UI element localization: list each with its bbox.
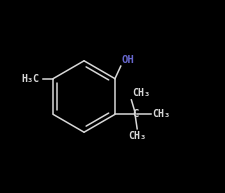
Text: CH₃: CH₃ bbox=[128, 131, 146, 141]
Text: C: C bbox=[131, 109, 138, 119]
Text: H₃C: H₃C bbox=[22, 74, 39, 84]
Text: OH: OH bbox=[121, 55, 134, 65]
Text: CH₃: CH₃ bbox=[152, 109, 169, 119]
Text: CH₃: CH₃ bbox=[131, 88, 149, 98]
